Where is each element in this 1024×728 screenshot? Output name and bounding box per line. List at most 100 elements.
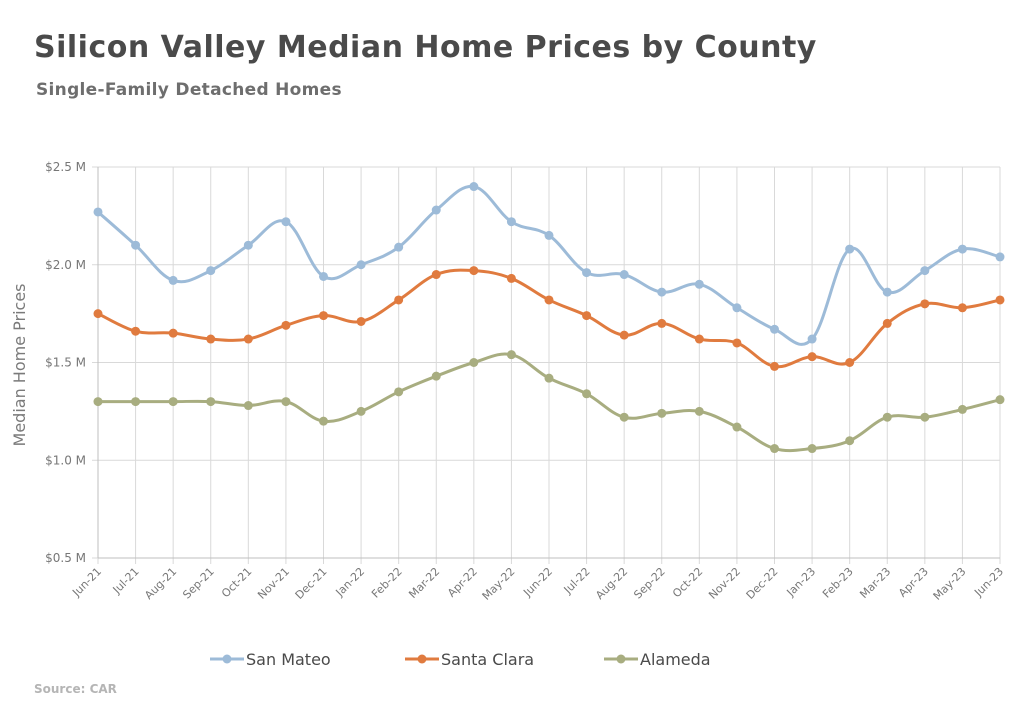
data-point-alameda bbox=[131, 397, 141, 407]
data-point-alameda bbox=[243, 401, 253, 411]
x-axis-ticks: Jun-21 Jul-21 Aug-21 Sep-21 Oct-21 Nov-21 Dec-… bbox=[69, 565, 1006, 603]
data-point-san-mateo bbox=[356, 260, 366, 270]
x-tick-label: Jun-21 bbox=[69, 565, 104, 600]
x-tick-label: Oct-21 bbox=[219, 565, 254, 600]
data-point-alameda bbox=[168, 397, 178, 407]
legend-marker-santa-clara bbox=[417, 654, 427, 664]
x-tick-label: Sep-21 bbox=[180, 565, 217, 602]
data-point-alameda bbox=[281, 397, 291, 407]
data-point-alameda bbox=[619, 412, 629, 422]
x-tick-label: Nov-22 bbox=[706, 565, 743, 602]
x-tick-label: Feb-22 bbox=[369, 565, 405, 601]
data-point-santa-clara bbox=[957, 303, 967, 313]
x-tick-label: Mar-23 bbox=[857, 565, 893, 601]
legend-label-san-mateo: San Mateo bbox=[246, 650, 331, 669]
data-point-santa-clara bbox=[281, 320, 291, 330]
x-tick-label: Jan-22 bbox=[333, 565, 368, 600]
chart-title: Silicon Valley Median Home Prices by Cou… bbox=[34, 30, 817, 65]
data-point-santa-clara bbox=[770, 361, 779, 371]
y-tick-label: $2.5 M bbox=[45, 160, 86, 174]
data-point-san-mateo bbox=[770, 324, 779, 334]
x-tick-label: Jun-23 bbox=[971, 565, 1006, 600]
data-point-alameda bbox=[845, 436, 855, 446]
x-tick-label: Dec-21 bbox=[293, 565, 330, 602]
data-point-santa-clara bbox=[394, 295, 404, 305]
data-point-san-mateo bbox=[544, 230, 554, 240]
data-point-santa-clara bbox=[657, 318, 667, 328]
data-point-santa-clara bbox=[920, 299, 930, 309]
source-note: Source: CAR bbox=[34, 682, 117, 696]
x-tick-label: May-22 bbox=[480, 565, 518, 603]
data-point-santa-clara bbox=[168, 328, 178, 338]
data-point-alameda bbox=[882, 412, 892, 422]
x-tick-label: May-23 bbox=[931, 565, 969, 603]
y-tick-label: $2.0 M bbox=[45, 258, 86, 272]
data-point-santa-clara bbox=[356, 316, 366, 326]
data-point-alameda bbox=[957, 404, 967, 414]
legend-marker-alameda bbox=[616, 654, 626, 664]
x-tick-label: Mar-22 bbox=[406, 565, 442, 601]
data-point-alameda bbox=[920, 412, 930, 422]
x-tick-label: Jul-21 bbox=[110, 565, 142, 597]
data-point-san-mateo bbox=[619, 270, 629, 280]
data-point-san-mateo bbox=[732, 303, 742, 313]
data-point-alameda bbox=[770, 444, 779, 454]
data-point-san-mateo bbox=[431, 205, 441, 215]
data-point-san-mateo bbox=[582, 268, 592, 278]
data-point-santa-clara bbox=[243, 334, 253, 344]
data-point-alameda bbox=[431, 371, 441, 381]
x-tick-label: Aug-21 bbox=[142, 565, 179, 602]
x-tick-label: Apr-23 bbox=[896, 565, 931, 600]
data-point-san-mateo bbox=[506, 217, 516, 227]
data-point-santa-clara bbox=[732, 338, 742, 348]
data-point-santa-clara bbox=[131, 326, 141, 336]
legend-label-santa-clara: Santa Clara bbox=[441, 650, 534, 669]
data-point-alameda bbox=[319, 416, 328, 426]
data-point-san-mateo bbox=[93, 207, 103, 217]
data-point-santa-clara bbox=[807, 352, 817, 362]
data-point-alameda bbox=[93, 397, 103, 407]
data-point-alameda bbox=[356, 406, 366, 416]
data-point-alameda bbox=[807, 444, 817, 454]
data-point-santa-clara bbox=[206, 334, 216, 344]
data-point-alameda bbox=[506, 350, 516, 360]
data-point-santa-clara bbox=[93, 309, 103, 319]
y-axis-ticks: $0.5 M $1.0 M $1.5 M $2.0 M $2.5 M bbox=[45, 160, 86, 565]
data-point-san-mateo bbox=[657, 287, 667, 297]
data-point-alameda bbox=[657, 408, 667, 418]
data-point-alameda bbox=[394, 387, 404, 397]
data-point-san-mateo bbox=[168, 275, 178, 285]
data-point-san-mateo bbox=[394, 242, 404, 252]
x-tick-label: Apr-22 bbox=[445, 565, 480, 600]
data-point-santa-clara bbox=[845, 358, 855, 367]
data-point-santa-clara bbox=[431, 270, 441, 280]
data-point-santa-clara bbox=[694, 334, 704, 344]
legend-label-alameda: Alameda bbox=[640, 650, 711, 669]
data-point-san-mateo bbox=[206, 266, 216, 276]
data-point-san-mateo bbox=[882, 287, 892, 297]
data-point-san-mateo bbox=[957, 244, 967, 254]
data-point-san-mateo bbox=[243, 240, 253, 250]
data-point-san-mateo bbox=[920, 266, 930, 276]
data-point-san-mateo bbox=[694, 279, 704, 289]
x-tick-label: Feb-23 bbox=[820, 565, 856, 601]
data-point-santa-clara bbox=[619, 330, 629, 340]
series-lines bbox=[93, 182, 1005, 454]
data-point-santa-clara bbox=[582, 311, 592, 321]
data-point-santa-clara bbox=[319, 311, 328, 321]
x-tick-label: Jul-22 bbox=[561, 565, 593, 597]
x-tick-label: Jan-23 bbox=[784, 565, 819, 600]
data-point-san-mateo bbox=[807, 334, 817, 344]
x-tick-label: Sep-22 bbox=[631, 565, 668, 602]
y-tick-label: $1.0 M bbox=[45, 453, 86, 467]
data-point-alameda bbox=[995, 395, 1005, 405]
x-tick-label: Oct-22 bbox=[670, 565, 705, 600]
legend: San Mateo Santa Clara Alameda bbox=[210, 650, 711, 669]
data-point-alameda bbox=[544, 373, 554, 383]
data-point-santa-clara bbox=[506, 273, 516, 283]
data-point-alameda bbox=[582, 389, 592, 399]
y-tick-label: $1.5 M bbox=[45, 356, 86, 370]
y-tick-label: $0.5 M bbox=[45, 551, 86, 565]
data-point-alameda bbox=[206, 397, 216, 407]
